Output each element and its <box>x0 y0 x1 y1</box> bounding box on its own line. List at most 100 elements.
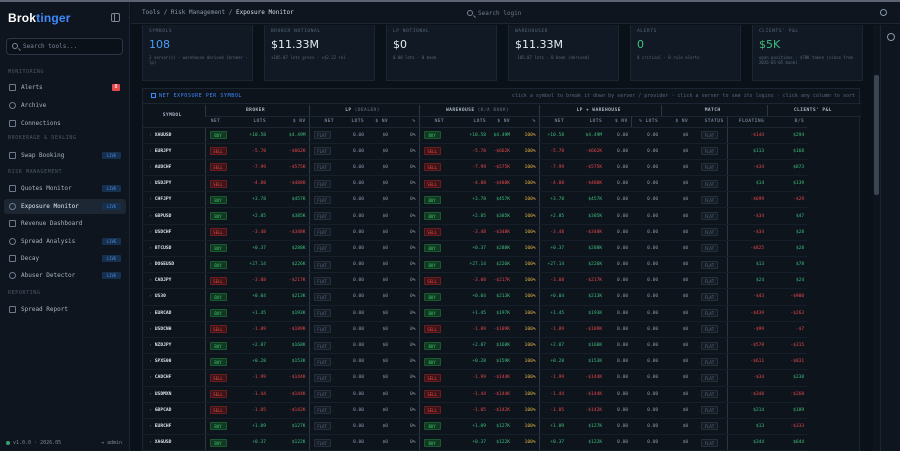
column-header-2[interactable]: $ NV <box>269 116 310 128</box>
table-row[interactable]: BTCUSDBUY+0.37$288KFLAT0.00$00%BUY+0.37$… <box>143 240 861 258</box>
symbol-cell[interactable]: NZDJPY <box>143 337 205 355</box>
table-row[interactable]: EURCHFBUY+1.09$127KFLAT0.00$00%BUY+1.09$… <box>143 418 861 436</box>
sidebar-item-swap-booking[interactable]: Swap Booking LIVE <box>4 148 126 163</box>
flat-badge: FLAT <box>313 292 331 301</box>
column-header-10[interactable]: % <box>513 116 540 128</box>
sidebar-item-spread-analysis[interactable]: Spread Analysis LIVE <box>4 234 126 249</box>
column-header-8[interactable]: LOTS <box>447 116 490 128</box>
match-nv-cell: $0 <box>661 224 692 241</box>
kpi-label: BROKER NOTIONAL <box>271 29 321 34</box>
table-row[interactable]: XAUUSDBUY+10.58$4.49MFLAT0.00$00%BUY+10.… <box>143 127 861 144</box>
column-header-13[interactable]: $ NV <box>605 116 632 128</box>
symbol-cell[interactable]: EURCHF <box>143 418 205 436</box>
theme-toggle-icon[interactable] <box>878 7 888 17</box>
symbol-cell[interactable]: EURCAD <box>143 305 205 322</box>
table-row[interactable]: SPX500BUY+0.28$153KFLAT0.00$00%BUY+0.28$… <box>143 353 861 371</box>
symbol-cell[interactable]: XAUUSD <box>143 127 205 144</box>
symbol-cell[interactable]: CADCHF <box>143 369 205 387</box>
symbol-cell[interactable]: DOGEUSD <box>143 256 205 274</box>
table-row[interactable]: NZDJPYBUY+2.87$168KFLAT0.00$00%BUY+2.87$… <box>143 337 861 355</box>
lp-nv-cell: $0 <box>367 337 392 355</box>
sidebar-item-abuser-detector[interactable]: Abuser Detector LIVE <box>4 268 126 283</box>
sidebar-item-spread-report[interactable]: Spread Report <box>4 302 126 317</box>
logo[interactable]: Broktinger <box>8 11 71 25</box>
symbol-cell[interactable]: USDCNH <box>143 321 205 338</box>
sidebar-item-quotes-monitor[interactable]: Quotes Monitor LIVE <box>4 181 126 196</box>
symbol-cell[interactable]: GBPCAD <box>143 402 205 419</box>
symbol-cell[interactable]: EURJPY <box>143 143 205 160</box>
flat-badge: FLAT <box>700 260 718 269</box>
user-logout-button[interactable]: ⇥ admin <box>100 440 122 446</box>
sidebar-item-label: Connections <box>21 120 61 127</box>
symbol-cell[interactable]: CADJPY <box>143 272 205 290</box>
sidebar-item-archive[interactable]: Archive <box>4 98 126 113</box>
table-row[interactable]: EURJPYSELL-5.78-$662KFLAT0.00$00%SELL-5.… <box>143 143 861 160</box>
breadcrumb-risk[interactable]: Risk Management <box>170 9 226 16</box>
table-row[interactable]: CADCHFSELL-1.99-$144KFLAT0.00$00%SELL-1.… <box>143 369 861 387</box>
floating-pl-cell: $13 <box>726 418 768 436</box>
symbol-cell[interactable]: USDCHF <box>143 224 205 241</box>
kpi-value: $11.33M <box>515 38 563 51</box>
main-scrollbar[interactable] <box>873 25 880 451</box>
column-header-0[interactable]: NET <box>205 116 229 128</box>
broker-nv-cell: -$144K <box>269 369 310 387</box>
symbol-cell[interactable]: BTCUSD <box>143 240 205 258</box>
sidebar-item-connections[interactable]: Connections <box>4 116 126 131</box>
symbol-cell[interactable]: GBPUSD <box>143 207 205 225</box>
floating-pl-cell: $14 <box>726 175 768 193</box>
sidebar-item-decay[interactable]: Decay LIVE <box>4 251 126 266</box>
table-row[interactable]: XAGUSDBUY+0.37$122KFLAT0.00$00%BUY+0.37$… <box>143 434 861 451</box>
wh-pct-cell: 100% <box>513 418 540 436</box>
sidebar-search-input[interactable]: Search tools... <box>6 38 123 55</box>
wh-net-cell: SELL <box>418 386 448 403</box>
scrollbar-thumb[interactable] <box>874 75 879 195</box>
table-row[interactable]: DOGEUSDBUY+27.14$226KFLAT0.00$00%BUY+27.… <box>143 256 861 274</box>
sidebar-collapse-icon[interactable] <box>111 13 120 22</box>
column-header-17[interactable]: FLOATING <box>726 116 768 128</box>
sidebar-item-alerts[interactable]: Alerts 8 <box>4 80 126 95</box>
table-row[interactable]: USDMXNSELL-1.44-$144KFLAT0.00$00%SELL-1.… <box>143 386 861 403</box>
symbol-cell[interactable]: US30 <box>143 288 205 306</box>
column-header-11[interactable]: NET <box>538 116 568 128</box>
column-header-16[interactable]: STATUS <box>691 116 728 128</box>
column-header-9[interactable]: $ NV <box>489 116 514 128</box>
login-search-input[interactable]: Search login <box>464 7 654 20</box>
side-badge: SELL <box>423 325 441 334</box>
symbol-cell[interactable]: USDMXN <box>143 386 205 403</box>
table-row[interactable]: USDCHFSELL-3.48-$348KFLAT0.00$00%SELL-3.… <box>143 224 861 241</box>
breadcrumb-tools[interactable]: Tools <box>142 9 161 16</box>
lp-lots-cell: 0.00 <box>337 175 368 193</box>
column-header-3[interactable]: NET <box>308 116 338 128</box>
column-header-5[interactable]: $ NV <box>367 116 392 128</box>
column-header-7[interactable]: NET <box>418 116 448 128</box>
symbol-cell[interactable]: AUDCHF <box>143 159 205 177</box>
column-header-14[interactable]: % LOTS <box>630 116 662 128</box>
column-header-6[interactable]: % <box>391 116 420 128</box>
symbol-cell[interactable]: XAGUSD <box>143 434 205 451</box>
table-row[interactable]: AUDCHFSELL-7.99-$575KFLAT0.00$00%SELL-7.… <box>143 159 861 177</box>
sidebar-item-exposure-monitor[interactable]: Exposure Monitor LIVE <box>4 199 126 214</box>
column-header-15[interactable]: $ NV <box>661 116 692 128</box>
wh-net-cell: SELL <box>418 321 448 338</box>
floating-pl-cell: -$99 <box>726 321 768 338</box>
sidebar-item-revenue-dashboard[interactable]: Revenue Dashboard <box>4 216 126 231</box>
combined-nv-cell: $153K <box>567 353 606 371</box>
symbol-cell[interactable]: USDJPY <box>143 175 205 193</box>
table-row[interactable]: EURCADBUY+1.45$193KFLAT0.00$00%BUY+1.45$… <box>143 305 861 322</box>
user-icon[interactable] <box>887 33 895 41</box>
column-header-12[interactable]: LOTS <box>567 116 606 128</box>
column-header-4[interactable]: LOTS <box>337 116 368 128</box>
column-header-1[interactable]: LOTS <box>229 116 269 128</box>
column-header-18[interactable]: B/S <box>767 116 808 128</box>
table-row[interactable]: CADJPYSELL-3.08-$217KFLAT0.00$00%SELL-3.… <box>143 272 861 290</box>
table-row[interactable]: CHFJPYBUY+3.78$457KFLAT0.00$00%BUY+3.78$… <box>143 191 861 209</box>
table-row[interactable]: US30BUY+0.04$213KFLAT0.00$00%BUY+0.04$21… <box>143 288 861 306</box>
table-row[interactable]: USDJPYSELL-4.88-$488KFLAT0.00$00%SELL-4.… <box>143 175 861 193</box>
symbol-cell[interactable]: SPX500 <box>143 353 205 371</box>
table-row[interactable]: USDCNHSELL-1.89-$189KFLAT0.00$00%SELL-1.… <box>143 321 861 338</box>
table-row[interactable]: GBPUSDBUY+2.85$385KFLAT0.00$00%BUY+2.85$… <box>143 207 861 225</box>
symbol-cell[interactable]: CHFJPY <box>143 191 205 209</box>
table-row[interactable]: GBPCADSELL-1.05-$142KFLAT0.00$00%SELL-1.… <box>143 402 861 419</box>
match-status-cell: FLAT <box>691 224 728 241</box>
match-status-cell: FLAT <box>691 272 728 290</box>
